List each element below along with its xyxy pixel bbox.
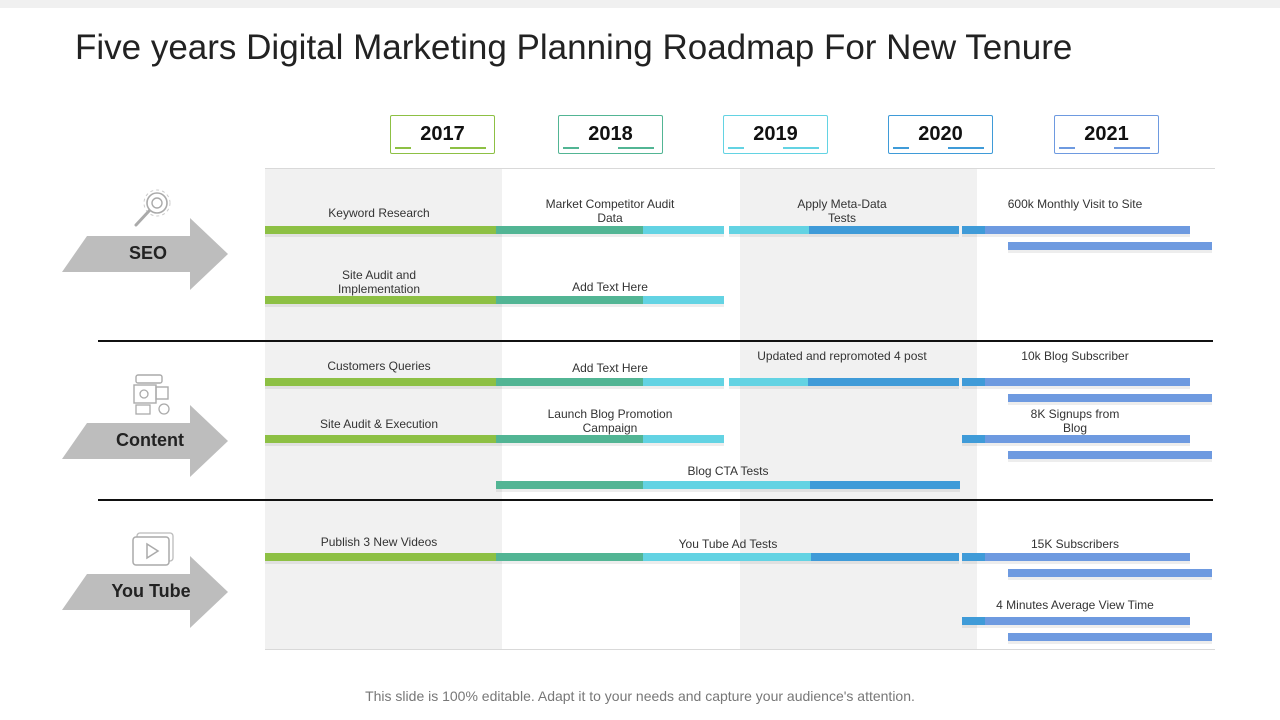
timeline-bar xyxy=(985,553,1190,564)
timeline-bar xyxy=(643,553,811,564)
bottom-rule xyxy=(265,649,1215,650)
column-shade-2019 xyxy=(740,168,977,650)
year-2021: 2021 xyxy=(1054,115,1159,154)
year-2019: 2019 xyxy=(723,115,828,154)
category-seo: SEO xyxy=(128,243,167,263)
timeline-bar xyxy=(985,435,1190,446)
timeline-bar xyxy=(729,378,808,389)
year-label: 2018 xyxy=(588,123,633,145)
top-rule xyxy=(265,168,1215,169)
timeline-bar xyxy=(496,553,643,564)
year-label: 2021 xyxy=(1084,123,1129,145)
timeline-bar xyxy=(962,617,985,628)
timeline-bar xyxy=(985,378,1190,389)
timeline-bar xyxy=(809,226,959,237)
timeline-bar xyxy=(962,435,985,446)
year-tick xyxy=(618,147,654,149)
category-content: Content xyxy=(116,430,184,450)
timeline-bar xyxy=(985,617,1190,628)
year-tick xyxy=(948,147,984,149)
timeline-bar xyxy=(1008,394,1212,405)
year-2020: 2020 xyxy=(888,115,993,154)
page-title: Five years Digital Marketing Planning Ro… xyxy=(75,28,1073,67)
year-tick xyxy=(1114,147,1150,149)
column-shade-2017 xyxy=(265,168,502,650)
task-label: 8K Signups from Blog xyxy=(1030,407,1120,435)
timeline-bar xyxy=(265,435,496,446)
task-label: Apply Meta-Data Tests xyxy=(797,197,887,225)
timeline-bar xyxy=(985,226,1190,237)
task-label: Market Competitor Audit Data xyxy=(545,197,675,225)
timeline-bar xyxy=(729,226,809,237)
year-tick xyxy=(563,147,579,149)
footer-note: This slide is 100% editable. Adapt it to… xyxy=(365,688,915,704)
category-youtube: You Tube xyxy=(111,581,191,601)
task-label: Site Audit & Execution xyxy=(319,417,439,431)
timeline-bar xyxy=(810,481,960,492)
timeline-bar xyxy=(496,378,643,389)
year-tick xyxy=(395,147,411,149)
timeline-bar xyxy=(962,378,985,389)
task-label: Launch Blog Promotion Campaign xyxy=(547,407,673,435)
search-gear-icon xyxy=(134,189,171,227)
task-label: Blog CTA Tests xyxy=(687,464,769,478)
timeline-bar xyxy=(496,226,643,237)
timeline-bar xyxy=(265,296,496,307)
task-label: Add Text Here xyxy=(572,280,648,294)
year-tick xyxy=(1059,147,1075,149)
timeline-bar xyxy=(808,378,959,389)
year-2018: 2018 xyxy=(558,115,663,154)
timeline-bar xyxy=(962,226,985,237)
timeline-bar xyxy=(1008,451,1212,462)
year-label: 2019 xyxy=(753,123,798,145)
year-label: 2017 xyxy=(420,123,465,145)
year-2017: 2017 xyxy=(390,115,495,154)
timeline-bar xyxy=(265,378,496,389)
video-play-icon xyxy=(132,532,174,566)
timeline-bar xyxy=(643,296,724,307)
timeline-bar xyxy=(265,226,496,237)
task-label: Customers Queries xyxy=(327,359,431,373)
year-tick xyxy=(728,147,744,149)
task-label: Publish 3 New Videos xyxy=(320,535,438,549)
task-label: 600k Monthly Visit to Site xyxy=(1007,197,1143,211)
section-divider xyxy=(98,340,1213,342)
year-tick xyxy=(783,147,819,149)
timeline-bar xyxy=(1008,633,1212,644)
year-tick xyxy=(893,147,909,149)
top-strip xyxy=(0,0,1280,8)
timeline-bar xyxy=(1008,569,1212,580)
timeline-bar xyxy=(643,481,810,492)
seo-arrow xyxy=(62,218,228,290)
task-label: 10k Blog Subscriber xyxy=(1021,349,1129,363)
timeline-bar xyxy=(811,553,959,564)
youtube-arrow xyxy=(62,556,228,628)
timeline-bar xyxy=(643,226,724,237)
timeline-bar xyxy=(496,435,643,446)
task-label: You Tube Ad Tests xyxy=(678,537,778,551)
year-label: 2020 xyxy=(918,123,963,145)
timeline-bar xyxy=(962,553,985,564)
task-label: Keyword Research xyxy=(328,206,430,220)
task-label: 15K Subscribers xyxy=(1030,537,1120,551)
timeline-bar xyxy=(496,296,643,307)
timeline-bar xyxy=(1008,242,1212,253)
content-media-icon xyxy=(133,374,170,415)
timeline-bar xyxy=(643,378,724,389)
section-divider xyxy=(98,499,1213,501)
timeline-bar xyxy=(265,553,496,564)
timeline-bar xyxy=(496,481,643,492)
year-tick xyxy=(450,147,486,149)
content-arrow xyxy=(62,405,228,477)
task-label: 4 Minutes Average View Time xyxy=(996,598,1154,612)
task-label: Add Text Here xyxy=(572,361,648,375)
timeline-bar xyxy=(643,435,724,446)
task-label: Site Audit and Implementation xyxy=(337,268,421,296)
task-label: Updated and repromoted 4 post xyxy=(757,349,927,363)
